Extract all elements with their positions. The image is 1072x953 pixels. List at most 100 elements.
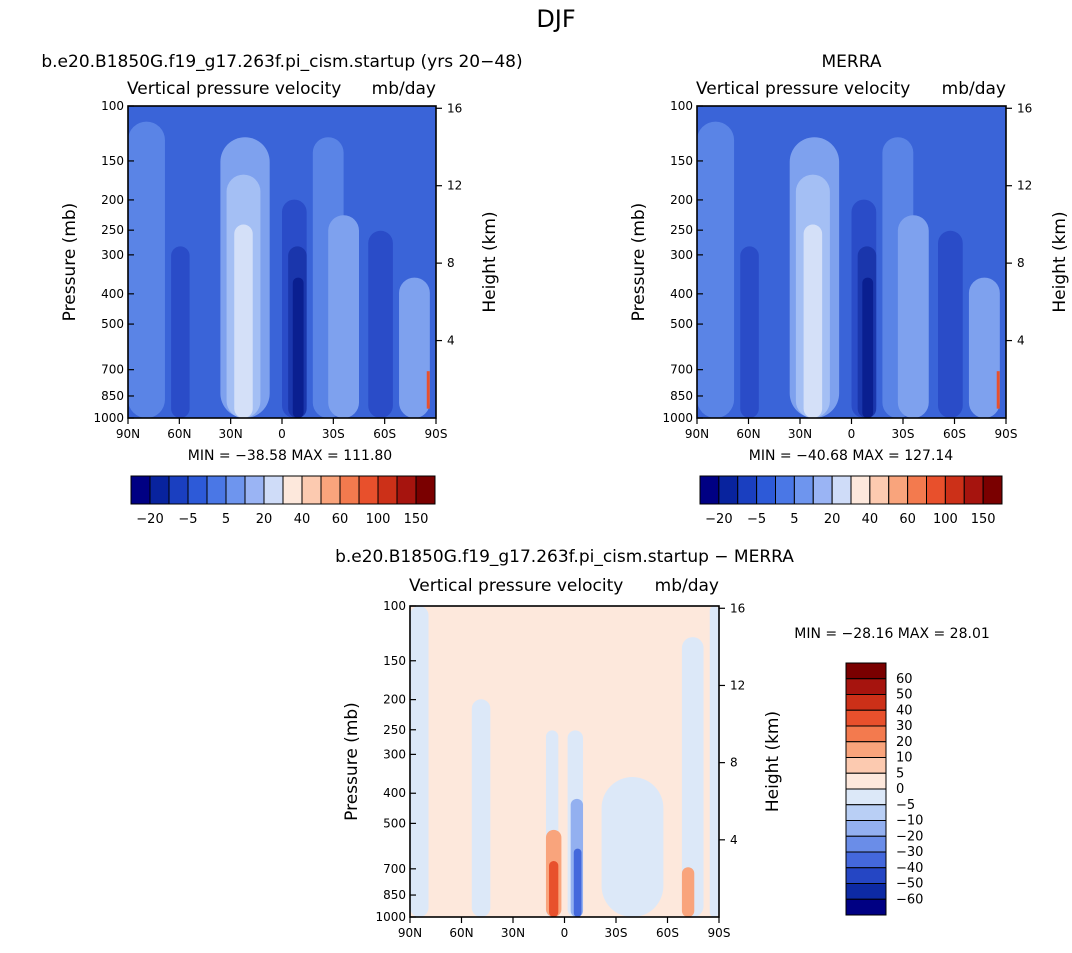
y-right-tick-label: 12	[730, 678, 745, 692]
variable-label: Vertical pressure velocity	[696, 79, 910, 99]
figure-title: DJF	[536, 5, 575, 33]
colorbar-box	[845, 709, 887, 727]
contour-band	[996, 371, 1000, 409]
colorbar-box	[339, 475, 360, 505]
x-tick-label: 60N	[449, 926, 473, 940]
x-tick-label: 30S	[892, 427, 915, 441]
colorbar-box	[225, 475, 246, 505]
colorbar-label: −5	[178, 512, 197, 527]
contour-band	[968, 277, 1000, 418]
colorbar-box	[888, 475, 909, 505]
colorbar-box	[944, 475, 965, 505]
colorbar-box	[845, 820, 887, 837]
contour-band	[862, 277, 874, 418]
colorbar-box	[845, 851, 887, 869]
colorbar-box	[775, 475, 795, 505]
colorbar-label: 60	[899, 512, 916, 527]
x-tick-label: 90N	[685, 427, 709, 441]
colorbar-label: −50	[896, 877, 923, 892]
contour-band	[697, 121, 735, 418]
x-tick-label: 90S	[995, 427, 1018, 441]
y-tick-label: 250	[670, 223, 693, 237]
colorbar-box	[149, 475, 170, 505]
colorbar-box	[301, 475, 322, 505]
y-right-axis-label: Height (km)	[480, 211, 500, 312]
colorbar-label: 150	[404, 512, 429, 527]
colorbar-label: 5	[790, 512, 798, 527]
colorbar-box	[845, 694, 887, 711]
x-tick-label: 0	[278, 427, 286, 441]
contour-field	[410, 606, 719, 917]
y-tick-label: 150	[383, 654, 406, 668]
x-tick-label: 90N	[398, 926, 422, 940]
y-tick-label: 850	[383, 888, 406, 902]
y-tick-label: 200	[670, 193, 693, 207]
y-right-tick-label: 12	[1017, 179, 1032, 193]
colorbar-label: 150	[971, 512, 996, 527]
colorbar-box	[812, 475, 833, 505]
panel-difference: b.e20.B1850G.f19_g17.263f.pi_cism.startu…	[335, 547, 990, 940]
panel-title: b.e20.B1850G.f19_g17.263f.pi_cism.startu…	[335, 547, 794, 567]
colorbar-box	[168, 475, 189, 505]
panel-title: MERRA	[822, 52, 882, 72]
colorbar-box	[130, 475, 151, 505]
y-tick-label: 200	[383, 693, 406, 707]
y-right-tick-label: 4	[447, 334, 455, 348]
colorbar-box	[963, 475, 984, 505]
colorbar-box	[737, 475, 758, 505]
colorbar-box	[396, 475, 417, 505]
colorbar-label: −60	[896, 892, 923, 907]
contour-band	[897, 215, 929, 418]
colorbar-label: 5	[222, 512, 230, 527]
colorbar-box	[869, 475, 890, 505]
colorbar-label: 20	[824, 512, 841, 527]
colorbar-box	[831, 475, 852, 505]
y-right-axis-label: Height (km)	[763, 711, 783, 812]
colorbar-label: 60	[332, 512, 349, 527]
colorbar-box	[699, 475, 720, 505]
colorbar-box	[845, 898, 887, 916]
colorbar-label: 100	[366, 512, 391, 527]
y-tick-label: 200	[101, 193, 124, 207]
colorbar-box	[845, 867, 887, 884]
colorbar-box	[845, 883, 887, 900]
y-tick-label: 300	[383, 747, 406, 761]
colorbar-box	[845, 772, 887, 790]
contour-band	[171, 246, 190, 418]
y-tick-label: 300	[670, 248, 693, 262]
colorbar-box	[187, 475, 208, 505]
colorbar-label: 20	[896, 735, 913, 750]
y-tick-label: 250	[101, 223, 124, 237]
colorbar-box	[926, 475, 946, 505]
contour-field	[128, 106, 436, 418]
contour-band	[399, 277, 430, 418]
y-right-tick-label: 4	[730, 833, 738, 847]
colorbar-box	[415, 475, 436, 505]
contour-field	[697, 106, 1006, 418]
x-tick-label: 60S	[373, 427, 396, 441]
colorbar-label: 40	[862, 512, 879, 527]
colorbar-box	[850, 475, 871, 505]
colorbar-label: −20	[136, 512, 163, 527]
field-background	[410, 606, 719, 917]
contour-band	[601, 777, 664, 917]
x-tick-label: 60N	[167, 427, 191, 441]
y-right-tick-label: 12	[447, 179, 462, 193]
colorbar-box	[206, 475, 227, 505]
colorbar-box	[982, 475, 1003, 505]
contour-band	[573, 848, 582, 917]
y-tick-label: 850	[670, 389, 693, 403]
contour-band	[234, 224, 253, 418]
y-tick-label: 700	[101, 363, 124, 377]
contour-band	[328, 215, 359, 418]
y-tick-label: 250	[383, 723, 406, 737]
y-tick-label: 500	[101, 317, 124, 331]
panel-title: b.e20.B1850G.f19_g17.263f.pi_cism.startu…	[41, 52, 522, 72]
y-tick-label: 400	[383, 786, 406, 800]
y-axis-label: Pressure (mb)	[60, 203, 80, 322]
colorbar-box	[845, 757, 887, 774]
x-tick-label: 30N	[788, 427, 812, 441]
y-right-tick-label: 16	[730, 601, 745, 615]
y-tick-label: 500	[383, 816, 406, 830]
